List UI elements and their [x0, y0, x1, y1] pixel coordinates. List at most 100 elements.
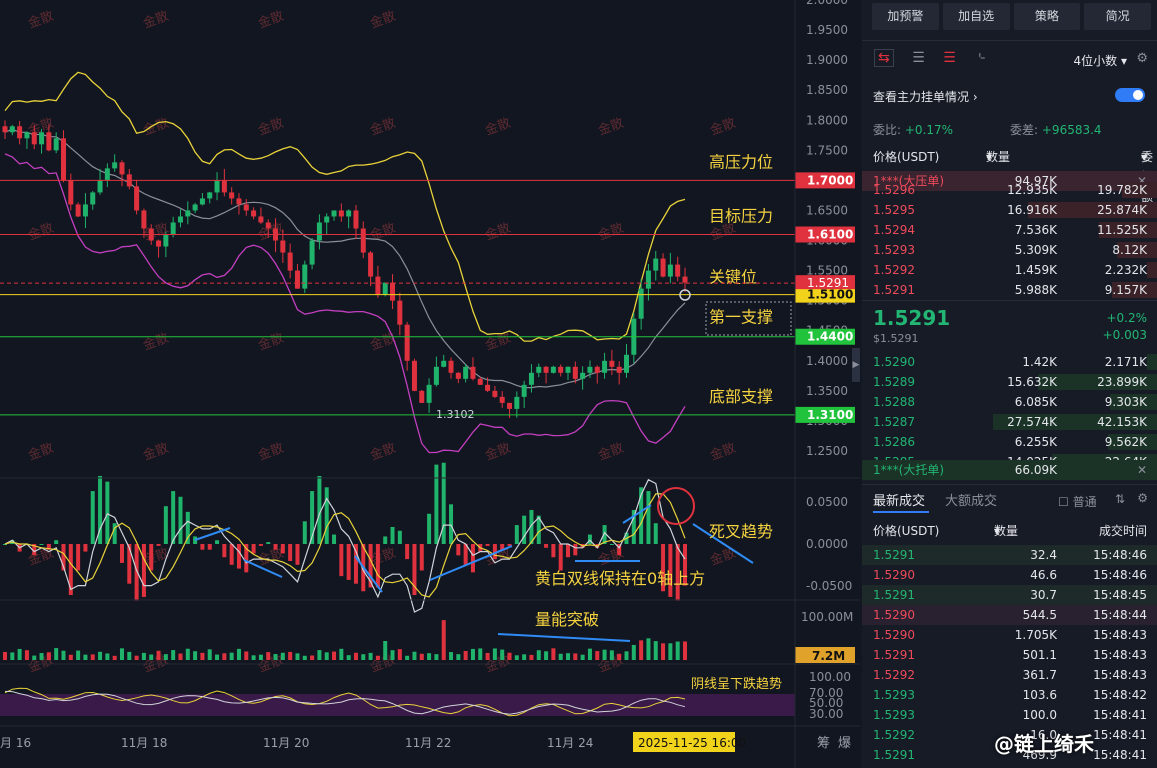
trade-row[interactable]: 1.5291 469.9 15:48:41: [862, 745, 1157, 765]
trade-row[interactable]: 1.5292 16.0 15:48:41: [862, 725, 1157, 745]
macd-histogram-bar: [661, 544, 666, 592]
cell-price: 1.5294: [873, 223, 915, 237]
cell-price: 1.5289: [873, 375, 915, 389]
panel-collapse-handle[interactable]: ▶: [852, 348, 860, 382]
ask-row[interactable]: 1.5296 12.935K 19.782K: [862, 180, 1157, 200]
bid-row[interactable]: 1.5286 6.255K 9.562K: [862, 432, 1157, 452]
watermark-text: 金散: [708, 115, 738, 139]
volume-bar: [280, 652, 285, 660]
cell-total: 2.171K: [1104, 355, 1147, 369]
level-price-text: 1.6100: [807, 228, 853, 242]
cell-price: 1.5288: [873, 395, 915, 409]
ask-row[interactable]: 1.5293 5.309K 8.12K: [862, 240, 1157, 260]
watermark-text: 金散: [141, 330, 171, 354]
close-icon[interactable]: ✕: [1136, 463, 1147, 477]
candle-body: [536, 366, 542, 373]
volume-bar: [141, 652, 146, 660]
both-sides-icon[interactable]: ⇆: [874, 49, 894, 67]
level-price-text: 1.5100: [807, 288, 853, 302]
volume-bar: [617, 653, 622, 660]
header-total[interactable]: 委托额 ▾: [1141, 147, 1153, 204]
macd-histogram-bar: [251, 544, 256, 554]
bids-only-icon[interactable]: ☰: [912, 50, 925, 66]
trade-row[interactable]: 1.5291 501.1 15:48:43: [862, 645, 1157, 665]
trade-row[interactable]: 1.5291 30.7 15:48:45: [862, 585, 1157, 605]
trade-row[interactable]: 1.5290 46.6 15:48:46: [862, 565, 1157, 585]
candle-body: [360, 228, 366, 253]
precision-select[interactable]: 4位小数 ▾: [1073, 54, 1127, 68]
trade-row[interactable]: 1.5292 361.7 15:48:43: [862, 665, 1157, 685]
filter-checkbox[interactable]: ☐ 普通: [1058, 495, 1097, 509]
tab-latest-trades[interactable]: 最新成交: [873, 494, 926, 509]
bid-row[interactable]: 1.5288 6.085K 9.303K: [862, 392, 1157, 412]
close-icon[interactable]: ✕: [1136, 174, 1147, 188]
watermark-text: 金散: [368, 8, 398, 32]
ask-row[interactable]: 1.5292 1.459K 2.232K: [862, 260, 1157, 280]
cell-price: 1.5287: [873, 415, 915, 429]
time-tick-label: 11月 20: [263, 736, 309, 750]
volume-bar: [470, 648, 475, 660]
depth-bar: [1122, 182, 1157, 198]
candle-body: [594, 366, 600, 373]
cell-qty: 46.6: [1030, 568, 1057, 582]
volume-bar: [90, 654, 95, 660]
macd-histogram-bar: [310, 491, 315, 544]
asks-only-icon[interactable]: ☰: [943, 50, 956, 66]
diff-row: 委差: +96583.4: [1010, 121, 1102, 138]
volume-bar: [522, 654, 527, 660]
macd-histogram-bar: [302, 521, 307, 544]
candle-body: [280, 240, 286, 253]
bid-row[interactable]: 1.5289 15.632K 23.899K: [862, 372, 1157, 392]
cell-price: 1.5292: [873, 668, 915, 682]
macd-histogram-bar: [229, 544, 234, 565]
bid-row[interactable]: 1.5287 27.574K 42.153K: [862, 412, 1157, 432]
trade-row[interactable]: 1.5293 103.6 15:48:42: [862, 685, 1157, 705]
trades-settings-icon[interactable]: ⚙: [1137, 491, 1148, 505]
chip-icon: 筹: [817, 735, 830, 751]
trend-arrow: [429, 545, 513, 581]
level-name-label: 底部支撑: [709, 387, 773, 406]
trade-row[interactable]: 1.5293 100.0 15:48:41: [862, 705, 1157, 725]
watermark-text: 金散: [256, 8, 286, 32]
main-orders-toggle[interactable]: [1115, 88, 1145, 102]
volume-bar: [683, 641, 687, 660]
trades-header: 价格(USDT) 数量(SUI) ▾ 成交时间: [862, 521, 1157, 558]
trade-row[interactable]: 1.5290 544.5 15:48:44: [862, 605, 1157, 625]
volume-bar: [288, 651, 293, 660]
macd-histogram-bar: [288, 544, 293, 562]
ask-row[interactable]: 1.5291 5.988K 9.157K: [862, 280, 1157, 300]
cell-total: 9.303K: [1104, 395, 1147, 409]
candle-body: [265, 222, 271, 229]
candle-body: [624, 354, 630, 373]
strategy-button[interactable]: 策略: [1013, 3, 1081, 30]
chart-area[interactable]: 金散 金散 金散 金散 金散 金散 金散 金散 金散 金散 金散 金散 金散 金散 金散 金散 金散 金散 金散 金散…: [0, 0, 860, 768]
watchlist-button[interactable]: 加自选: [942, 3, 1010, 30]
settings-icon[interactable]: ⚙: [1136, 51, 1148, 66]
trade-row[interactable]: 1.5290 1.705K 15:48:43: [862, 625, 1157, 645]
big-ask-row[interactable]: 1***(大压单) 94.97K ✕: [862, 171, 1157, 191]
big-bid-row[interactable]: 1***(大托单) 66.09K ✕: [862, 460, 1157, 480]
candle-body: [324, 216, 330, 223]
bid-row[interactable]: 1.5290 1.42K 2.171K: [862, 352, 1157, 372]
filter-icon[interactable]: ⇅: [1114, 492, 1125, 506]
header-qty[interactable]: 数量 (SUI) ▾: [986, 147, 1015, 184]
depth-icon[interactable]: ⌎: [974, 50, 986, 66]
cell-total: 25.874K: [1097, 203, 1147, 217]
macd-histogram-bar: [383, 536, 388, 544]
macd-histogram-bar: [609, 544, 614, 545]
volume-bar: [412, 651, 417, 660]
trades-header-qty[interactable]: 数量(SUI) ▾: [994, 521, 1023, 558]
main-orders-link[interactable]: 查看主力挂单情况 ›: [873, 90, 978, 104]
alert-button[interactable]: 加预警: [872, 3, 939, 30]
macd-histogram-bar: [500, 544, 505, 550]
overview-button[interactable]: 简况: [1084, 3, 1151, 30]
trade-row[interactable]: 1.5291 32.4 15:48:46: [862, 545, 1157, 565]
ask-row[interactable]: 1.5295 16.916K 25.874K: [862, 200, 1157, 220]
candle-body: [499, 396, 505, 403]
tab-large-trades[interactable]: 大额成交: [945, 494, 998, 509]
macd-histogram-bar: [529, 509, 534, 544]
volume-bar: [76, 650, 81, 660]
macd-histogram-bar: [346, 544, 351, 580]
ask-row[interactable]: 1.5294 7.536K 11.525K: [862, 220, 1157, 240]
